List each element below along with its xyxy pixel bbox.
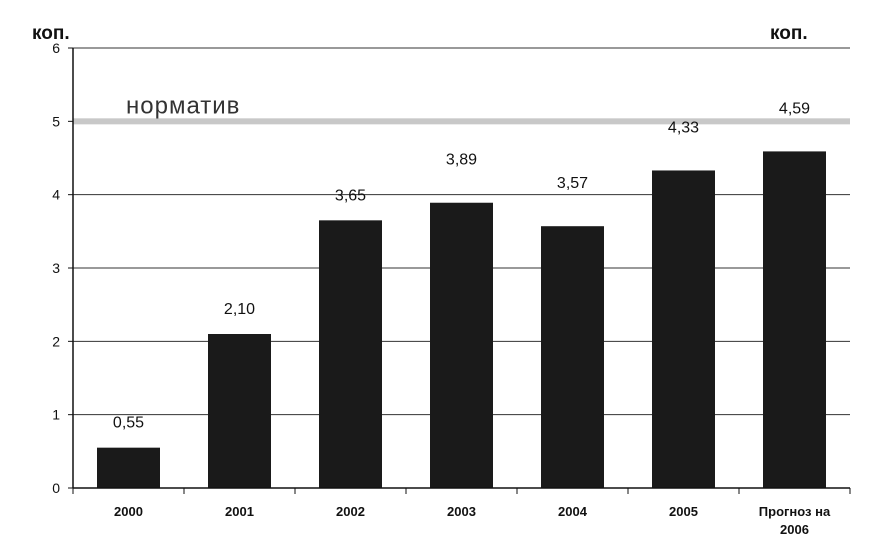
x-tick-label: 2001 bbox=[225, 504, 254, 519]
data-label: 3,65 bbox=[335, 187, 366, 204]
x-tick-label: 2000 bbox=[114, 504, 143, 519]
data-label: 4,33 bbox=[668, 119, 699, 136]
reference-label: норматив bbox=[126, 92, 240, 119]
bar bbox=[208, 334, 271, 488]
y-tick-label: 3 bbox=[52, 260, 60, 276]
data-label: 3,89 bbox=[446, 152, 477, 169]
y-tick-label: 2 bbox=[52, 333, 60, 349]
y-tick-label: 6 bbox=[52, 40, 60, 56]
y-tick-label: 0 bbox=[52, 480, 60, 496]
x-tick-label: 2003 bbox=[447, 504, 476, 519]
y-tick-label: 1 bbox=[52, 407, 60, 423]
bar bbox=[319, 220, 382, 489]
bar bbox=[97, 447, 160, 488]
data-label: 3,57 bbox=[557, 175, 588, 192]
data-label: 4,59 bbox=[779, 100, 810, 117]
data-label: 2,10 bbox=[224, 301, 255, 318]
bar bbox=[541, 226, 604, 488]
x-tick-label: Прогноз на 2006 bbox=[759, 504, 831, 537]
bar bbox=[430, 202, 493, 488]
reference-line bbox=[73, 118, 850, 125]
bar bbox=[652, 170, 715, 488]
y-tick-label: 5 bbox=[52, 113, 60, 129]
x-tick-label: 2002 bbox=[336, 504, 365, 519]
y-tick-label: 4 bbox=[52, 187, 60, 203]
bar bbox=[763, 151, 826, 488]
data-label: 0,55 bbox=[113, 415, 144, 432]
x-tick-label: 2004 bbox=[558, 504, 588, 519]
y-unit-left: коп. bbox=[32, 23, 70, 44]
x-tick-label: 2005 bbox=[669, 504, 698, 519]
y-unit-right: коп. bbox=[770, 23, 808, 44]
